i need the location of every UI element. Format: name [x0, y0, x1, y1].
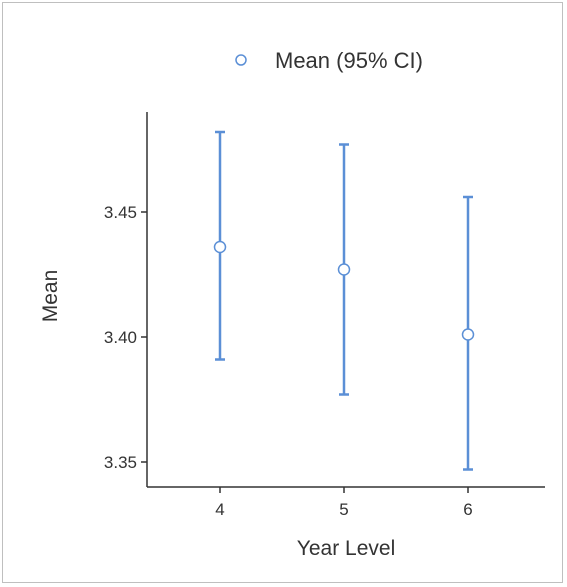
- error-bar-group: [337, 143, 351, 396]
- y-ticks: 3.35 3.40 3.45: [104, 203, 147, 472]
- mean-point: [213, 240, 227, 254]
- mean-point: [337, 263, 351, 276]
- x-ticks: 4 5 6: [215, 487, 473, 519]
- y-axis-title: Mean: [39, 270, 62, 323]
- error-bar-group: [213, 130, 227, 361]
- legend-marker: [235, 54, 247, 66]
- y-tick-label: 3.40: [104, 328, 137, 347]
- data-marks: [213, 130, 475, 471]
- mean-point: [461, 328, 475, 341]
- chart-frame: [2, 2, 563, 583]
- x-tick-label: 6: [463, 500, 472, 519]
- axes: [146, 112, 545, 488]
- error-bar-group: [461, 195, 475, 471]
- x-tick-label: 5: [339, 500, 348, 519]
- x-axis-title: Year Level: [297, 537, 395, 560]
- x-tick-label: 4: [215, 500, 224, 519]
- legend: Mean (95% CI): [235, 48, 423, 73]
- legend-label: Mean (95% CI): [275, 48, 423, 73]
- y-tick-label: 3.35: [104, 453, 137, 472]
- y-tick-label: 3.45: [104, 203, 137, 222]
